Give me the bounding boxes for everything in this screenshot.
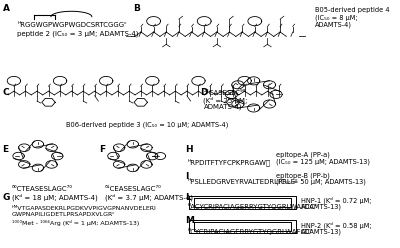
- Text: ᴴACYCRIPACIAGERRYGTYQGRLWAFCCᶜ: ᴴACYCRIPACIAGERRYGTYQGRLWAFCCᶜ: [188, 203, 318, 210]
- Text: (Kᵈ = 25 μM;: (Kᵈ = 25 μM;: [204, 97, 248, 104]
- Text: ²²CASESLC⁹⁸: ²²CASESLC⁹⁸: [204, 90, 246, 96]
- Text: peptide 2 (IC₅₀ = 3 μM; ADAMTS-4): peptide 2 (IC₅₀ = 3 μM; ADAMTS-4): [18, 31, 139, 37]
- Text: ᴴRGGWGPWGPWGDCSRTCGGGᶜ: ᴴRGGWGPWGPWGDCSRTCGGGᶜ: [18, 22, 127, 28]
- Text: (Kᵈ = 18 μM; ADAMTS-4): (Kᵈ = 18 μM; ADAMTS-4): [12, 193, 98, 201]
- Text: ADAMTS-4): ADAMTS-4): [315, 22, 352, 28]
- Text: C: C: [2, 88, 9, 97]
- Text: (IC₅₀ = 50 μM; ADAMTS-13): (IC₅₀ = 50 μM; ADAMTS-13): [276, 179, 366, 185]
- Text: B: B: [133, 4, 140, 13]
- Text: D: D: [200, 88, 207, 97]
- Text: ¹⁰⁰⁰Met - ¹⁰⁶⁶Arg (Kᵈ = 1 μM; ADAMTS-13): ¹⁰⁰⁰Met - ¹⁰⁶⁶Arg (Kᵈ = 1 μM; ADAMTS-13): [12, 220, 139, 226]
- Text: (IC₅₀ = 125 μM; ADAMTS-13): (IC₅₀ = 125 μM; ADAMTS-13): [276, 158, 370, 164]
- Text: H: H: [185, 145, 192, 154]
- Text: epitope-B (PP-b): epitope-B (PP-b): [276, 172, 330, 179]
- Text: I: I: [185, 172, 188, 181]
- Text: ADMATS-4): ADMATS-4): [204, 104, 242, 110]
- Text: A: A: [2, 4, 10, 13]
- Text: ᴴPSLLEDGRVEYRVALTEDRLPRLEᶜ: ᴴPSLLEDGRVEYRVALTEDRLPRLEᶜ: [188, 179, 298, 185]
- Text: epitope-A (PP-a): epitope-A (PP-a): [276, 151, 330, 158]
- Text: B05-derived peptide 4: B05-derived peptide 4: [315, 7, 390, 13]
- Text: ⁶⁰CTEASESLAGC⁷⁰: ⁶⁰CTEASESLAGC⁷⁰: [12, 186, 73, 192]
- Text: ADAMTS-13): ADAMTS-13): [301, 228, 342, 235]
- Text: M: M: [185, 217, 194, 225]
- Text: ᴴCYCRIPACIAGERRYGTYQGRLWAFCCᶜ: ᴴCYCRIPACIAGERRYGTYQGRLWAFCCᶜ: [188, 228, 313, 235]
- Text: ⁶¹CEASESLAGC⁷⁰: ⁶¹CEASESLAGC⁷⁰: [105, 186, 162, 192]
- Text: L: L: [185, 193, 191, 202]
- Text: G: G: [2, 193, 10, 202]
- Text: (IC₅₀ = 8 μM;: (IC₅₀ = 8 μM;: [315, 14, 358, 21]
- Text: B06-derived peptide 3 (IC₅₀ = 10 μM; ADAMTS-4): B06-derived peptide 3 (IC₅₀ = 10 μM; ADA…: [66, 121, 228, 127]
- Text: GWPNAPILIGDETLPRSAPDXVLGRᶜ: GWPNAPILIGDETLPRSAPDXVLGRᶜ: [12, 212, 116, 217]
- Text: HNP-2 (Kᵈ = 0.58 μM;: HNP-2 (Kᵈ = 0.58 μM;: [301, 221, 372, 229]
- Text: F: F: [99, 145, 106, 154]
- Text: ᴴRPDITFTYFCPKPRGAWᵜ: ᴴRPDITFTYFCPKPRGAWᵜ: [188, 158, 270, 166]
- Text: ADAMTS-13): ADAMTS-13): [301, 203, 342, 210]
- Text: ᴴᴹVTGAPASDEKRLPGDKVVPIGVGPNANVDELERI: ᴴᴹVTGAPASDEKRLPGDKVVPIGVGPNANVDELERI: [12, 206, 157, 211]
- Text: HNP-1 (Kᵈ = 0.72 μM;: HNP-1 (Kᵈ = 0.72 μM;: [301, 197, 372, 204]
- Text: (Kᵈ = 3.7 μM; ADAMTS-4): (Kᵈ = 3.7 μM; ADAMTS-4): [105, 193, 193, 201]
- Text: E: E: [2, 145, 9, 154]
